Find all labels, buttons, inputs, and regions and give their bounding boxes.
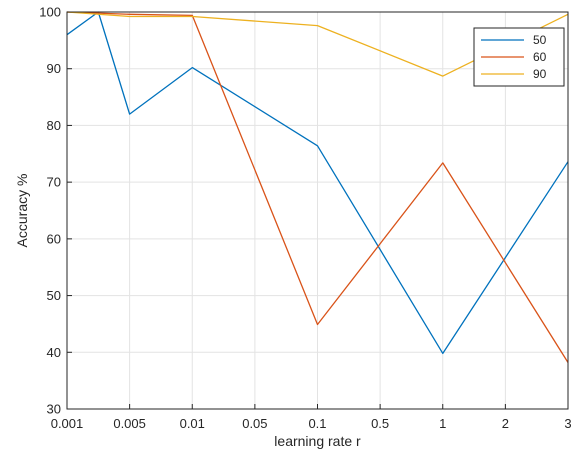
x-tick-label: 0.01 (180, 416, 205, 431)
legend: 50 60 90 (473, 27, 565, 87)
x-tick-label: 1 (439, 416, 446, 431)
y-tick-label: 80 (47, 118, 61, 133)
grid (67, 12, 568, 409)
legend-label-60: 60 (533, 50, 547, 64)
x-tick-label: 0.5 (371, 416, 389, 431)
legend-label-50: 50 (533, 33, 547, 47)
series-line-90 (66, 11, 569, 77)
y-tick-label: 30 (47, 402, 61, 417)
y-tick-label: 50 (47, 288, 61, 303)
x-axis-label: learning rate r (274, 433, 361, 449)
series-line-60 (66, 11, 569, 363)
x-tick-label: 0.05 (242, 416, 267, 431)
y-axis-label: Accuracy % (14, 174, 30, 248)
y-tick-label: 70 (47, 175, 61, 190)
y-tick-label: 60 (47, 231, 61, 246)
y-tick-label: 90 (47, 61, 61, 76)
legend-label-90: 90 (533, 67, 547, 81)
x-tick-label: 2 (502, 416, 509, 431)
x-tick-label: 3 (564, 416, 571, 431)
x-tick-label: 0.005 (113, 416, 146, 431)
y-tick-label: 100 (39, 5, 61, 20)
x-tick-label: 0.1 (308, 416, 326, 431)
y-tick-label: 40 (47, 345, 61, 360)
x-tick-label: 0.001 (51, 416, 84, 431)
ticks: 0.001 0.005 0.01 0.05 0.1 0.5 1 2 3 30 40 50 60 70 80 9… (39, 5, 571, 432)
